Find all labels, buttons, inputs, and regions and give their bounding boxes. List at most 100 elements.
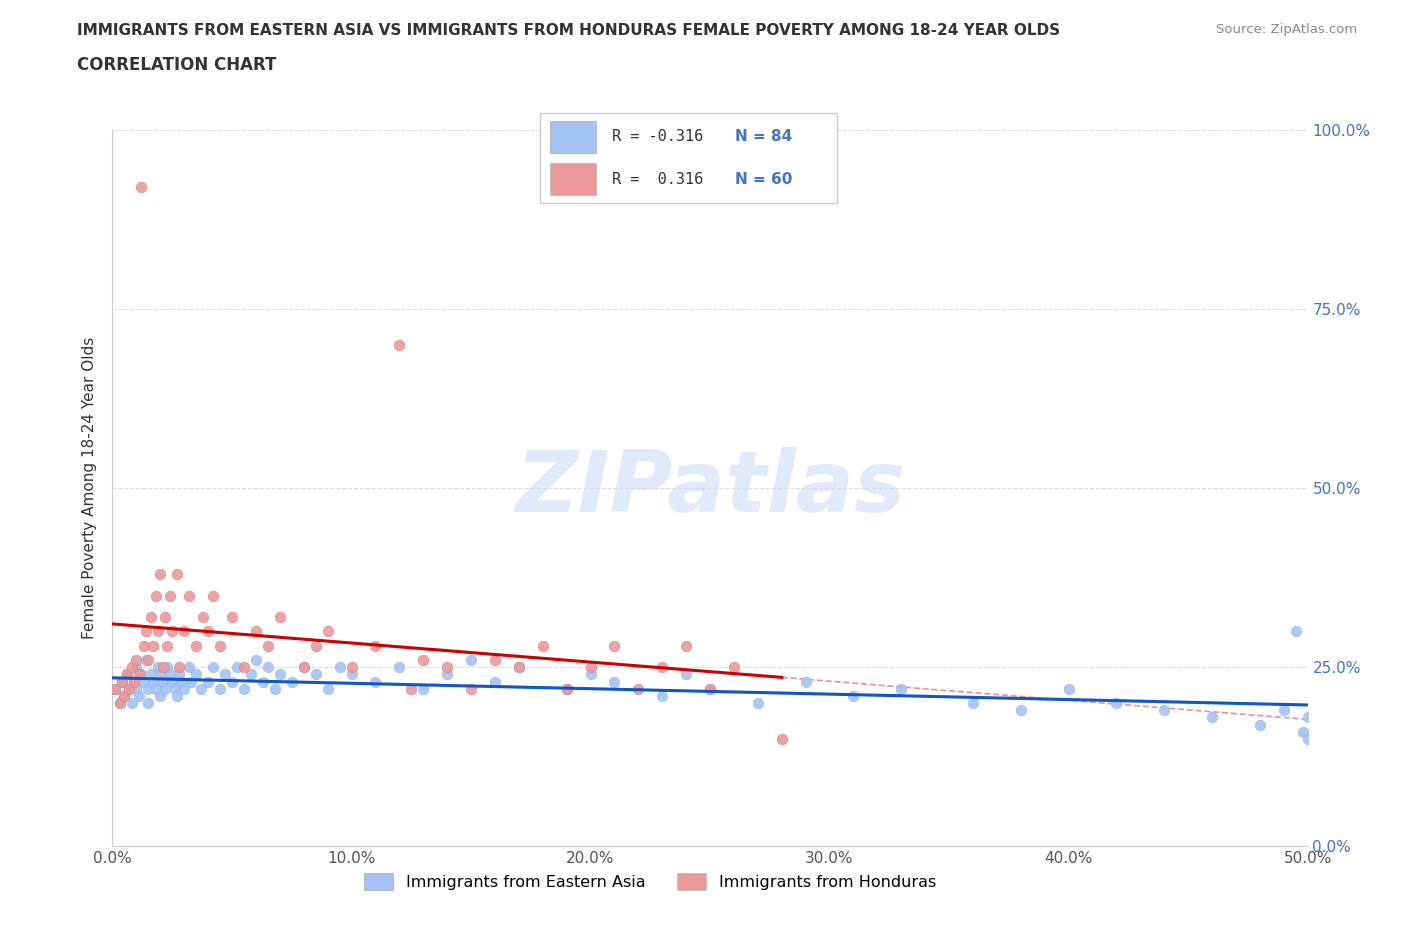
Point [579,660,602,675]
Point [125,653,148,668]
Point [412,653,434,668]
Point [842,688,865,703]
Point [162,674,183,689]
Point [135,653,157,668]
Point [890,682,912,697]
Point [139,667,162,682]
Bar [550,121,596,153]
Point [149,566,172,581]
Point [555,682,578,697]
Point [1292,724,1315,739]
Point [163,682,186,697]
Point [186,638,208,653]
Point [201,589,224,604]
Bar [550,163,596,195]
Point [104,682,127,697]
Point [190,682,212,697]
Point [316,682,339,697]
Point [723,660,745,675]
Point [149,667,172,682]
Point [292,660,315,675]
Point [153,610,176,625]
Point [240,667,263,682]
Point [118,682,141,697]
Point [508,660,530,675]
Point [962,696,984,711]
Point [269,610,291,625]
Point [146,660,169,675]
Point [169,660,191,675]
Y-axis label: Female Poverty Among 18-24 Year Olds: Female Poverty Among 18-24 Year Olds [82,338,97,640]
Point [177,589,200,604]
Point [128,667,150,682]
Point [412,682,434,697]
Point [257,660,280,675]
Point [555,682,578,697]
Point [142,674,165,689]
Point [603,674,626,689]
Point [794,674,817,689]
Point [340,667,363,682]
Point [651,688,673,703]
Point [193,610,215,625]
Point [770,731,793,746]
Point [1010,703,1032,718]
Point [114,688,135,703]
Point [747,696,769,711]
Point [122,674,145,689]
Point [699,682,721,697]
Point [138,696,160,711]
Point [146,624,169,639]
Point [651,660,673,675]
Point [1153,703,1175,718]
Point [214,667,236,682]
Point [221,674,243,689]
Point [132,638,155,653]
Point [1249,717,1271,732]
Point [1272,703,1295,718]
Point [675,667,697,682]
Text: R = -0.316: R = -0.316 [612,129,703,144]
Point [388,338,411,352]
Text: CORRELATION CHART: CORRELATION CHART [77,56,277,73]
Point [162,624,183,639]
Point [1296,710,1319,724]
Point [209,638,232,653]
Point [388,660,411,675]
Point [138,653,160,668]
Point [245,653,267,668]
Point [135,624,157,639]
Point [436,660,458,675]
Point [508,660,530,675]
Point [145,682,167,697]
Point [233,682,256,697]
FancyBboxPatch shape [540,113,838,203]
Point [128,688,150,703]
Point [484,674,506,689]
Point [257,638,280,653]
Point [221,610,243,625]
Point [177,660,200,675]
Text: Source: ZipAtlas.com: Source: ZipAtlas.com [1216,23,1357,36]
Point [201,660,224,675]
Point [169,667,191,682]
Point [316,624,339,639]
Point [460,682,482,697]
Point [166,566,188,581]
Point [125,682,148,697]
Point [111,674,134,689]
Point [1285,624,1308,639]
Point [603,638,626,653]
Point [121,660,143,675]
Point [292,660,315,675]
Point [129,180,152,195]
Text: ZIPatlas: ZIPatlas [515,446,905,530]
Point [111,674,134,689]
Point [108,696,131,711]
Point [125,660,148,675]
Point [166,688,188,703]
Point [699,682,721,697]
Point [180,674,202,689]
Point [142,638,165,653]
Point [305,667,328,682]
